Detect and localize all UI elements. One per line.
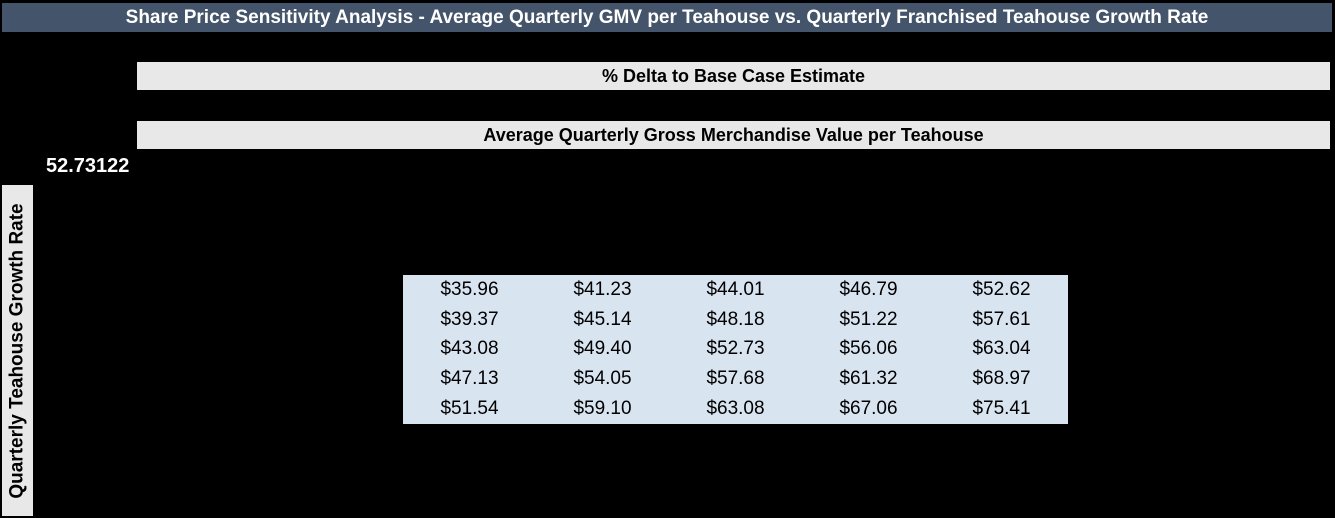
base-case-value-cell[interactable]: 52.73122 — [46, 155, 130, 177]
table-cell-r0c2[interactable]: $44.01 — [706, 278, 765, 300]
table-cell-r1c0[interactable]: $39.37 — [440, 308, 499, 330]
table-cell-r4c2[interactable]: $63.08 — [706, 398, 765, 420]
table-cell-r3c1[interactable]: $54.05 — [573, 368, 632, 390]
table-cell-r3c0[interactable]: $47.13 — [440, 368, 499, 390]
table-cell-r2c2[interactable]: $52.73 — [706, 338, 765, 360]
table-cell-r4c1[interactable]: $59.10 — [573, 398, 632, 420]
table-cell-r2c0[interactable]: $43.08 — [440, 338, 499, 360]
table-cell-r2c4[interactable]: $63.04 — [972, 338, 1031, 360]
table-cell-r1c4[interactable]: $57.61 — [972, 308, 1031, 330]
table-cell-r0c1[interactable]: $41.23 — [573, 278, 632, 300]
sensitivity-table: $35.96 $41.23 $44.01 $46.79 $52.62 $39.37 $45.… — [403, 275, 1068, 424]
table-cell-r0c4[interactable]: $52.62 — [972, 278, 1031, 300]
table-cell-r3c3[interactable]: $61.32 — [839, 368, 898, 390]
table-cell-r0c3[interactable]: $46.79 — [839, 278, 898, 300]
row-axis-label: Quarterly Teahouse Growth Rate — [6, 202, 28, 499]
table-cell-r1c1[interactable]: $45.14 — [573, 308, 632, 330]
table-cell-r3c4[interactable]: $68.97 — [972, 368, 1031, 390]
table-cell-r2c1[interactable]: $49.40 — [573, 338, 632, 360]
table-cell-r4c4[interactable]: $75.41 — [972, 398, 1031, 420]
table-cell-r2c3[interactable]: $56.06 — [839, 338, 898, 360]
table-cell-r4c0[interactable]: $51.54 — [440, 398, 499, 420]
table-cell-r4c3[interactable]: $67.06 — [839, 398, 898, 420]
page-title: Share Price Sensitivity Analysis - Avera… — [2, 3, 1332, 32]
delta-to-base-case-header: % Delta to Base Case Estimate — [137, 62, 1330, 90]
table-cell-r1c3[interactable]: $51.22 — [839, 308, 898, 330]
table-cell-r3c2[interactable]: $57.68 — [706, 368, 765, 390]
table-cell-r0c0[interactable]: $35.96 — [440, 278, 499, 300]
table-cell-r1c2[interactable]: $48.18 — [706, 308, 765, 330]
gmv-column-axis-header: Average Quarterly Gross Merchandise Valu… — [137, 121, 1330, 149]
row-axis-label-bar: Quarterly Teahouse Growth Rate — [2, 185, 33, 516]
